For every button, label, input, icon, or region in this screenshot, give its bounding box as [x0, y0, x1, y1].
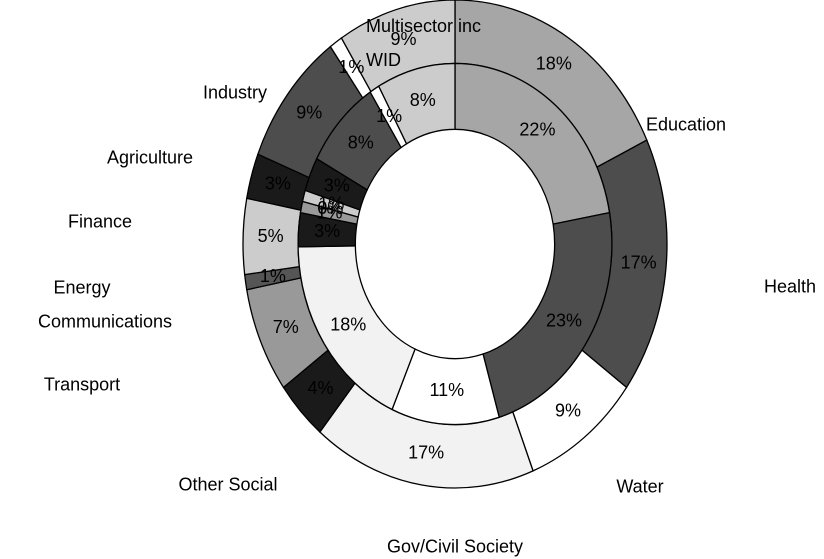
- data-label: 23%: [546, 311, 582, 331]
- category-label: Multisector inc WID: [366, 16, 482, 70]
- data-label: 1%: [318, 193, 344, 213]
- category-label: Agriculture: [106, 147, 194, 168]
- data-label: 1%: [316, 203, 342, 223]
- donut-slice: [454, 62, 611, 225]
- category-label: Industry: [202, 82, 268, 103]
- data-label: 18%: [536, 54, 572, 74]
- data-label: 9%: [391, 29, 417, 49]
- category-label: Transport: [43, 374, 121, 395]
- data-label: 1%: [338, 57, 364, 77]
- data-label: 1%: [260, 266, 286, 286]
- category-label: Communications: [37, 311, 173, 332]
- data-label: 11%: [430, 380, 465, 400]
- donut-slice: [377, 62, 456, 145]
- data-label: 3%: [265, 174, 291, 194]
- data-label: 3%: [324, 176, 350, 196]
- data-label: 9%: [555, 400, 581, 420]
- category-label: Finance: [67, 211, 133, 232]
- category-label: Gov/Civil Society: [386, 536, 524, 557]
- data-label: 22%: [519, 120, 555, 140]
- category-label: Health: [763, 276, 817, 297]
- data-label: 18%: [330, 315, 366, 335]
- donut-slice: [482, 211, 613, 419]
- data-label: 4%: [308, 378, 334, 398]
- data-label: 3%: [314, 221, 340, 241]
- data-label: 8%: [410, 90, 436, 110]
- data-label: 17%: [621, 253, 657, 273]
- data-label: 9%: [296, 103, 322, 123]
- data-label: 1%: [376, 106, 402, 126]
- category-label: Other Social: [178, 474, 278, 495]
- category-label: Energy: [53, 277, 111, 298]
- category-label: Water: [616, 476, 664, 497]
- data-label: 17%: [408, 442, 444, 462]
- data-label: 0%: [317, 198, 343, 218]
- data-label: 7%: [273, 317, 299, 337]
- data-label: 8%: [348, 133, 374, 153]
- data-label: 5%: [258, 226, 284, 246]
- category-label: Education: [645, 114, 727, 135]
